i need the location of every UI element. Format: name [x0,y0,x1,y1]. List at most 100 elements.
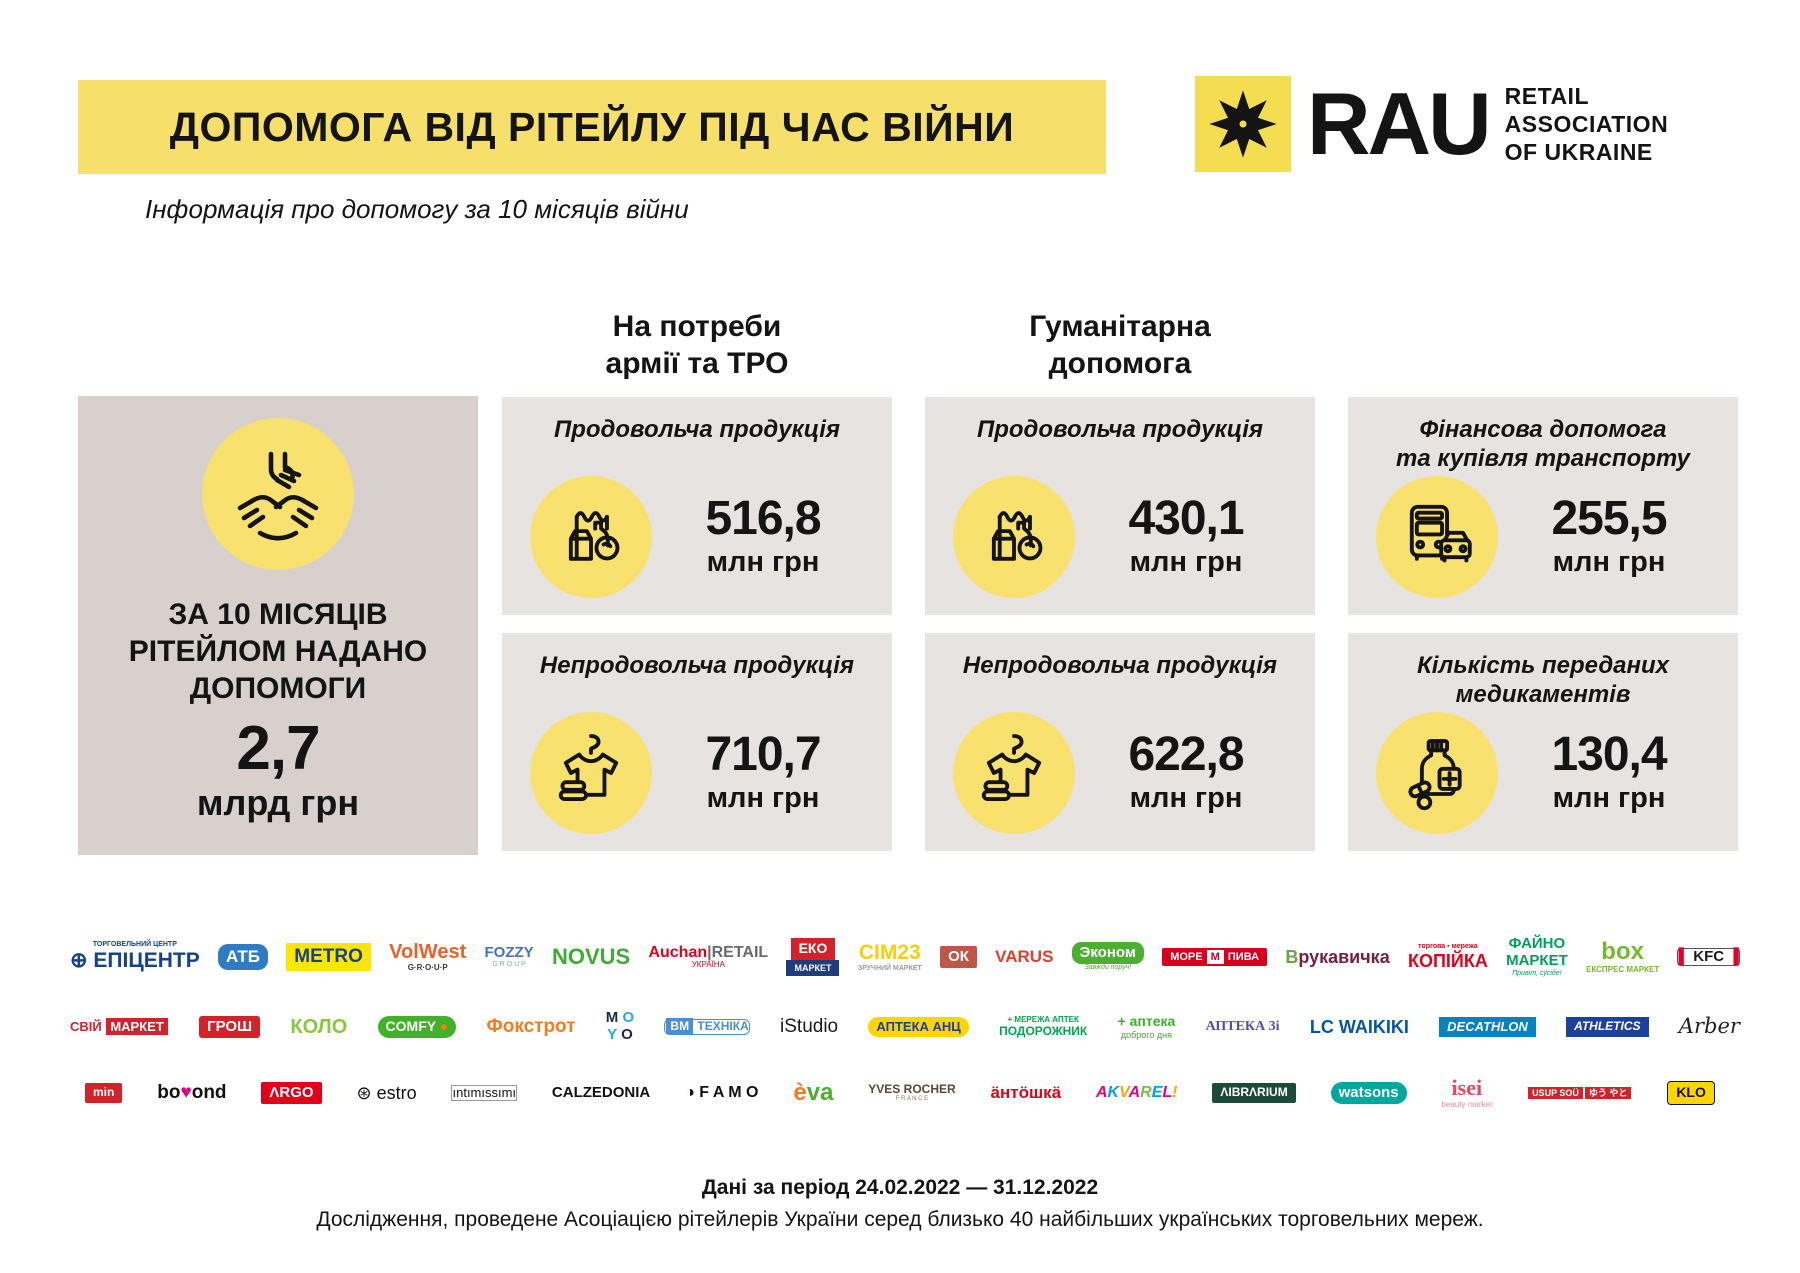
brand-logo-rukavychka: Врукавичка [1285,946,1390,967]
summary-value: 2,7 [236,714,320,783]
brand-logo-klo: KLO [1667,1081,1715,1105]
brand-logo-cim23: СІМ23 ЗРУЧНИЙ МАРКЕТ [857,941,922,972]
transport-icon [1376,476,1498,598]
brand-logo-apteka-dobroho-dnia: + аптека доброго дня [1117,1013,1176,1040]
stat-value: 430,1 [1128,492,1244,545]
rau-logo: RAU RETAIL ASSOCIATION OF UKRAINE [1195,76,1668,172]
title-banner: ДОПОМОГА ВІД РІТЕЙЛУ ПІД ЧАС ВІЙНИ [78,80,1106,174]
brand-logo-isei-beauty-market: isei beauty market [1441,1075,1493,1109]
rau-association-name: RETAIL ASSOCIATION OF UKRAINE [1504,83,1669,165]
brand-logo-apteka-anc: АПТЕКА АНЦ [868,1016,969,1038]
brand-logo-ekonom: Эконом Завжди поруч! [1071,941,1144,973]
footer-period: Дані за період 24.02.2022 — 31.12.2022 [701,1176,1099,1199]
brand-logo-famo: ◑ F A M O [685,1084,759,1102]
brand-logo-metro: METRO [286,943,371,971]
stat-unit: млн грн [706,782,820,814]
brand-logo-eko-market: ЕКО МАРКЕТ [786,938,840,976]
brand-logo-bomond: bo♥ond [157,1082,227,1104]
hands-icon [202,418,354,570]
brand-logo-epicentr: ТОРГОВЕЛЬНИЙ ЦЕНТР ⊕ ЕПІЦЕНТР [70,941,200,973]
stat-card-army-food: Продовольча продукція 516,8 млн грн [502,397,892,615]
brand-logo-sviy-market: СВІЙ МАРКЕТ [70,1017,169,1035]
stat-title: Продовольча продукція [976,416,1264,443]
brand-logo-decathlon: DECATHLON [1439,1016,1536,1038]
brand-logo-antoshka: ӓнтӧшкӓ [990,1083,1062,1103]
brand-logo-calzedonia: CALZEDONIA [551,1083,651,1101]
clothes-icon [530,712,652,834]
stat-card-humanitarian-nonfood: Непродовольча продукція 622,8 млн грн [925,633,1315,851]
stat-card-finance-transport: Фінансова допомога та купівля транспорту… [1348,397,1738,615]
brand-logo-comfy: COMFY ● [377,1016,457,1038]
brand-logo-ok-market: ОК [940,945,977,969]
clothes-icon [953,712,1075,834]
stat-title: Непродовольча продукція [539,652,855,679]
rau-star-icon [1195,76,1291,172]
brand-logo-varus: VARUS [995,947,1054,967]
brand-logo-volwest-group: VolWest G·R·O·U·P [389,941,467,972]
stat-unit: млн грн [1129,782,1243,814]
stat-title: Непродовольча продукція [962,652,1278,679]
stat-unit: млн грн [1552,782,1666,814]
stat-title: Продовольча продукція [553,416,841,443]
medicine-icon [1376,712,1498,834]
groceries-icon [953,476,1075,598]
brand-logo-argo: ΛRGO [261,1081,322,1105]
brand-logo-akvarel: AKVAREL! [1095,1084,1178,1102]
footer-note: Дослідження, проведене Асоціацією рітейл… [316,1208,1484,1231]
brand-logo-yves-rocher: YVES ROCHER F R A N C E [868,1081,956,1103]
stat-unit: млн грн [1129,546,1243,578]
brand-logo-kolo: КОЛО [290,1015,348,1038]
brand-logo-kfc: ▌ KFC ▐ [1677,947,1740,967]
stat-title: Фінансова допомога та купівля транспорту [1396,416,1690,472]
brand-logo-atb: АТБ [217,944,269,970]
brand-logo-eva: èva [793,1078,834,1106]
page-title: ДОПОМОГА ВІД РІТЕЙЛУ ПІД ЧАС ВІЙНИ [169,103,1015,150]
stat-value: 710,7 [705,728,821,781]
brand-logo-box-express-market: box ЕКСПРЕС МАРКЕТ [1586,938,1660,974]
brand-logo-lc-waikiki: LC WAIKIKI [1309,1016,1409,1037]
stat-unit: млн грн [1552,546,1666,578]
brand-logo-fayno-market: ФАЙНО МАРКЕТ Привіт, сусіде! [1506,935,1568,977]
summary-unit: млрд грн [196,782,360,823]
brand-logo-athletics: ATHLETICS [1566,1017,1649,1037]
brand-logo-kopiyka: торгова ▪ мережа КОПІЙКА [1407,943,1488,971]
stat-card-medicines: Кількість переданих медикаментів 130,4 м… [1348,633,1738,851]
brand-logo-estro: ⊛ estro [356,1082,417,1103]
stat-value: 622,8 [1128,728,1244,781]
brand-logo-min-territory: min [85,1083,123,1103]
column-header-army: На потреби армії та ТРО [605,310,789,380]
logo-row-1: ТОРГОВЕЛЬНИЙ ЦЕНТР ⊕ ЕПІЦЕНТР АТБ METRO VolW… [70,928,1740,986]
stat-unit: млн грн [706,546,820,578]
brand-logo-foxtrot: Фокстрот [486,1016,576,1038]
summary-card: ЗА 10 МІСЯЦІВ РІТЕЙЛОМ НАДАНО ДОПОМОГИ 2… [78,396,478,855]
stat-card-army-nonfood: Непродовольча продукція 710,7 млн грн [502,633,892,851]
brand-logo-aibrarium: ΛIBRΛRIUM [1212,1083,1296,1103]
brand-logo-more-pyva: МОРЕ М ПИВА [1162,947,1268,967]
page-subtitle: Інформація про допомогу за 10 місяців ві… [145,194,689,224]
column-header-humanitarian: Гуманітарна допомога [1029,310,1211,380]
brand-logo-podorozhnyk: + МЕРЕЖА АПТЕК ПОДОРОЖНИК [999,1014,1088,1038]
stat-value: 255,5 [1551,492,1667,545]
stat-title: Кількість переданих медикаментів [1416,652,1670,708]
brand-logo-istudio: iStudio [780,1016,839,1038]
brand-logo-watsons: watsons [1330,1081,1407,1105]
rau-acronym: RAU [1307,74,1492,173]
brand-logo-grosh: ГРОШ [199,1015,261,1039]
stat-value: 516,8 [705,492,821,545]
brand-logo-usupso: USUP SOÜ ゆう やと [1527,1086,1632,1099]
brand-logo-auchan-retail: Auchan|RETAIL УКРАЇНА [648,943,769,970]
brand-logo-arber: Arber [1678,1014,1740,1039]
brand-logo-vm-tehnika: ВМ ТЕХНІКА [664,1018,750,1035]
brand-logo-intimissimi: ıntımıssımı [451,1084,518,1102]
brand-logo-apteka-3i: АПТЕКА 3і [1205,1019,1280,1035]
groceries-icon [530,476,652,598]
stat-value: 130,4 [1551,728,1667,781]
brand-logo-novus: NOVUS [551,943,631,969]
logo-row-3: min bo♥ond ΛRGO ⊛ estro ıntımıssımı CALZEDONI… [85,1062,1715,1124]
brand-logo-fozzy-group: FOZZY G R O U P [484,943,534,969]
stat-card-humanitarian-food: Продовольча продукція 430,1 млн грн [925,397,1315,615]
summary-label: ЗА 10 МІСЯЦІВ РІТЕЙЛОМ НАДАНО ДОПОМОГИ [128,598,428,705]
